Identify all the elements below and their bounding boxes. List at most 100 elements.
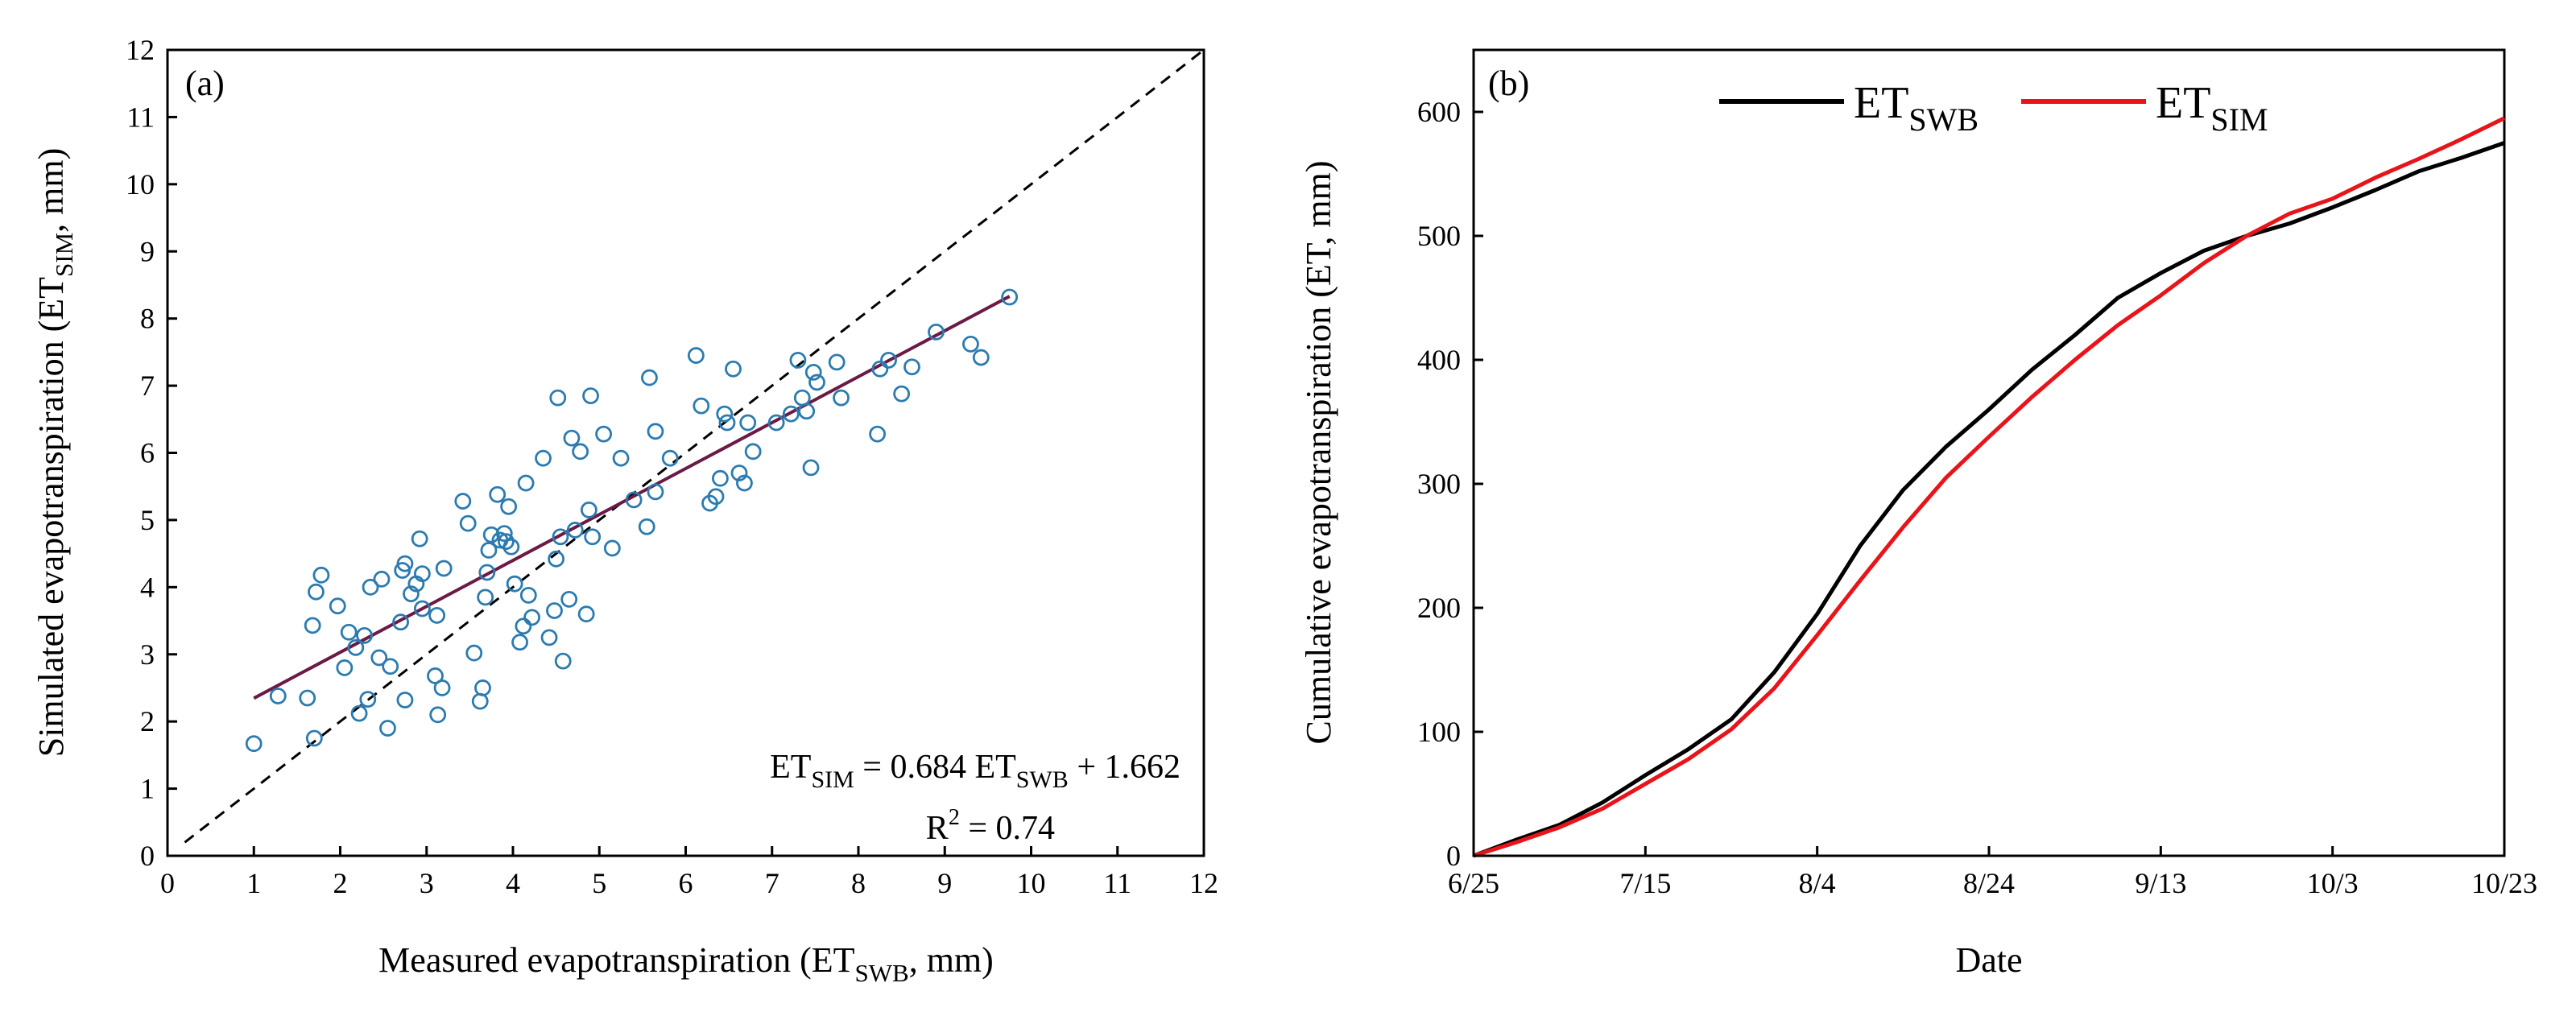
- scatter-point: [1001, 288, 1019, 306]
- scatter-point: [962, 335, 979, 353]
- scatter-point: [808, 374, 825, 391]
- scatter-point: [560, 590, 578, 608]
- scatter-point: [429, 706, 447, 724]
- x-tick-label: 2: [333, 867, 348, 899]
- scatter-point: [554, 652, 572, 670]
- scatter-point: [413, 565, 431, 583]
- scatter-point: [707, 488, 725, 506]
- scatter-point: [584, 528, 602, 546]
- scatter-point: [500, 498, 518, 515]
- legend: ETSWB ETSIM: [1719, 78, 2268, 138]
- scatter-point: [718, 414, 736, 432]
- panel-label: (a): [185, 64, 225, 103]
- scatter-point: [498, 533, 515, 551]
- scatter-point: [396, 555, 414, 572]
- y-tick-label: 10: [126, 168, 155, 200]
- scatter-point: [647, 483, 664, 501]
- scatter-point: [506, 575, 523, 593]
- x-tick-label: 7: [765, 867, 779, 899]
- x-tick-label: 9: [937, 867, 952, 899]
- x-tick-label: 11: [1103, 867, 1131, 899]
- legend-label-et-sim: ETSIM: [2156, 78, 2268, 138]
- scatter-point: [299, 689, 316, 707]
- scatter-point: [625, 491, 643, 509]
- scatter-point: [519, 586, 537, 604]
- scatter-point: [433, 679, 451, 696]
- scatter-point: [312, 566, 330, 584]
- scatter-point: [548, 550, 565, 568]
- scatter-point: [687, 347, 705, 364]
- scatter-point: [736, 474, 753, 492]
- scatter-point: [641, 369, 658, 386]
- scatter-point: [647, 423, 664, 440]
- scatter-point: [392, 613, 409, 631]
- scatter-point: [336, 659, 354, 676]
- scatter-point: [744, 443, 762, 461]
- y-tick-label: 6: [140, 437, 155, 469]
- scatter-point: [535, 449, 552, 467]
- scatter-point: [373, 570, 391, 588]
- scatter-point: [359, 691, 377, 708]
- scatter-point: [305, 729, 323, 747]
- scatter-point: [382, 658, 399, 675]
- scatter-point: [928, 323, 945, 341]
- scatter-point: [563, 429, 581, 447]
- x-tick-label: 10/3: [2307, 867, 2359, 899]
- series-lines: [1473, 116, 2506, 858]
- y-tick-label: 7: [140, 370, 155, 402]
- plot-area-frame: [1472, 48, 2506, 857]
- scatter-point: [804, 363, 822, 381]
- scatter-point: [833, 389, 850, 407]
- x-tick-label: 4: [506, 867, 520, 899]
- scatter-point: [716, 405, 734, 423]
- scatter-point: [489, 485, 507, 503]
- scatter-point: [304, 617, 321, 634]
- scatter-point: [580, 502, 597, 518]
- y-tick-label: 11: [126, 101, 155, 133]
- scatter-point: [329, 597, 346, 615]
- x-tick-label: 1: [246, 867, 261, 899]
- scatter-point: [340, 623, 358, 641]
- scatter-point: [782, 405, 800, 423]
- scatter-point: [411, 530, 428, 547]
- y-tick-label: 400: [1417, 344, 1461, 376]
- y-tick-label: 1: [140, 773, 155, 805]
- scatter-point: [566, 522, 584, 539]
- y-tick-label: 5: [140, 504, 155, 536]
- r-squared: R2 = 0.74: [926, 805, 1055, 847]
- scatter-point: [552, 528, 569, 546]
- y-tick-label: 12: [126, 34, 155, 66]
- scatter-points: [245, 288, 1019, 753]
- x-tick-label: 8: [851, 867, 866, 899]
- scatter-point: [693, 397, 710, 415]
- scatter-point: [350, 704, 368, 722]
- scatter-point: [549, 389, 567, 407]
- y-tick-label: 100: [1417, 716, 1461, 748]
- scatter-point: [638, 518, 655, 535]
- scatter-point: [595, 425, 613, 443]
- scatter-point: [577, 605, 595, 623]
- x-tick-label: 0: [160, 867, 175, 899]
- y-tick-label: 200: [1417, 592, 1461, 624]
- scatter-point: [789, 351, 807, 369]
- scatter-point: [793, 389, 811, 407]
- scatter-point: [474, 679, 491, 696]
- scatter-point: [515, 617, 532, 635]
- scatter-point: [427, 667, 444, 684]
- scatter-point: [612, 449, 630, 467]
- scatter-point: [478, 564, 496, 581]
- scatter-point: [730, 465, 748, 481]
- scatter-point: [523, 609, 540, 626]
- series-line-et-sim: [1473, 116, 2506, 858]
- x-tick-label: 8/4: [1799, 867, 1836, 899]
- scatter-point: [465, 644, 483, 662]
- y-axis-label: Simulated evapotranspiration (ETSIM, mm): [31, 148, 78, 758]
- scatter-point: [582, 387, 599, 404]
- scatter-point: [370, 649, 388, 667]
- scatter-point: [802, 459, 820, 477]
- one-to-one-line: [184, 48, 1205, 844]
- scatter-point: [269, 688, 287, 704]
- scatter-point: [903, 358, 920, 376]
